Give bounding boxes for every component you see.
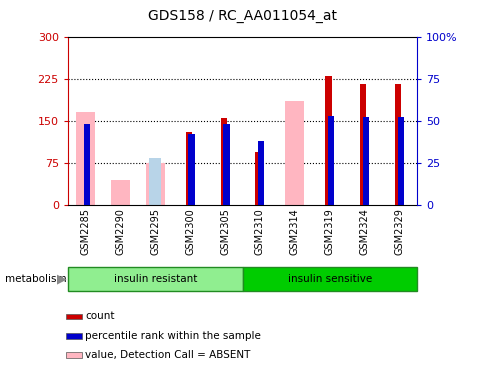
Text: metabolism: metabolism bbox=[5, 274, 66, 284]
Text: GSM2314: GSM2314 bbox=[289, 208, 299, 255]
Bar bbox=[223, 124, 229, 205]
Bar bbox=[257, 141, 264, 205]
Text: ▶: ▶ bbox=[57, 273, 66, 285]
Text: GSM2310: GSM2310 bbox=[255, 208, 264, 255]
Bar bbox=[360, 84, 366, 205]
Text: GSM2319: GSM2319 bbox=[324, 208, 334, 255]
Bar bbox=[66, 314, 82, 319]
Text: percentile rank within the sample: percentile rank within the sample bbox=[85, 331, 260, 341]
Text: GSM2285: GSM2285 bbox=[80, 208, 90, 255]
Text: GSM2305: GSM2305 bbox=[220, 208, 229, 255]
Bar bbox=[76, 112, 95, 205]
Bar bbox=[362, 117, 368, 205]
Bar bbox=[394, 84, 401, 205]
Text: GSM2295: GSM2295 bbox=[150, 208, 160, 255]
Bar bbox=[188, 134, 194, 205]
Text: GSM2300: GSM2300 bbox=[185, 208, 195, 255]
Text: value, Detection Call = ABSENT: value, Detection Call = ABSENT bbox=[85, 350, 250, 360]
Bar bbox=[68, 267, 242, 291]
Text: GSM2329: GSM2329 bbox=[394, 208, 404, 255]
Text: count: count bbox=[85, 311, 114, 321]
Bar bbox=[327, 116, 333, 205]
Text: GDS158 / RC_AA011054_at: GDS158 / RC_AA011054_at bbox=[148, 9, 336, 23]
Bar bbox=[110, 180, 130, 205]
Text: insulin resistant: insulin resistant bbox=[113, 274, 197, 284]
Text: GSM2324: GSM2324 bbox=[359, 208, 369, 255]
Bar bbox=[83, 124, 90, 205]
Bar bbox=[220, 118, 227, 205]
Bar bbox=[66, 333, 82, 339]
Bar bbox=[66, 352, 82, 358]
Bar bbox=[397, 117, 403, 205]
Bar bbox=[255, 152, 261, 205]
Bar bbox=[242, 267, 416, 291]
Bar bbox=[145, 163, 165, 205]
Bar bbox=[325, 76, 331, 205]
Bar bbox=[285, 101, 304, 205]
Bar bbox=[185, 132, 192, 205]
Bar bbox=[149, 158, 161, 205]
Text: GSM2290: GSM2290 bbox=[115, 208, 125, 255]
Text: insulin sensitive: insulin sensitive bbox=[287, 274, 371, 284]
